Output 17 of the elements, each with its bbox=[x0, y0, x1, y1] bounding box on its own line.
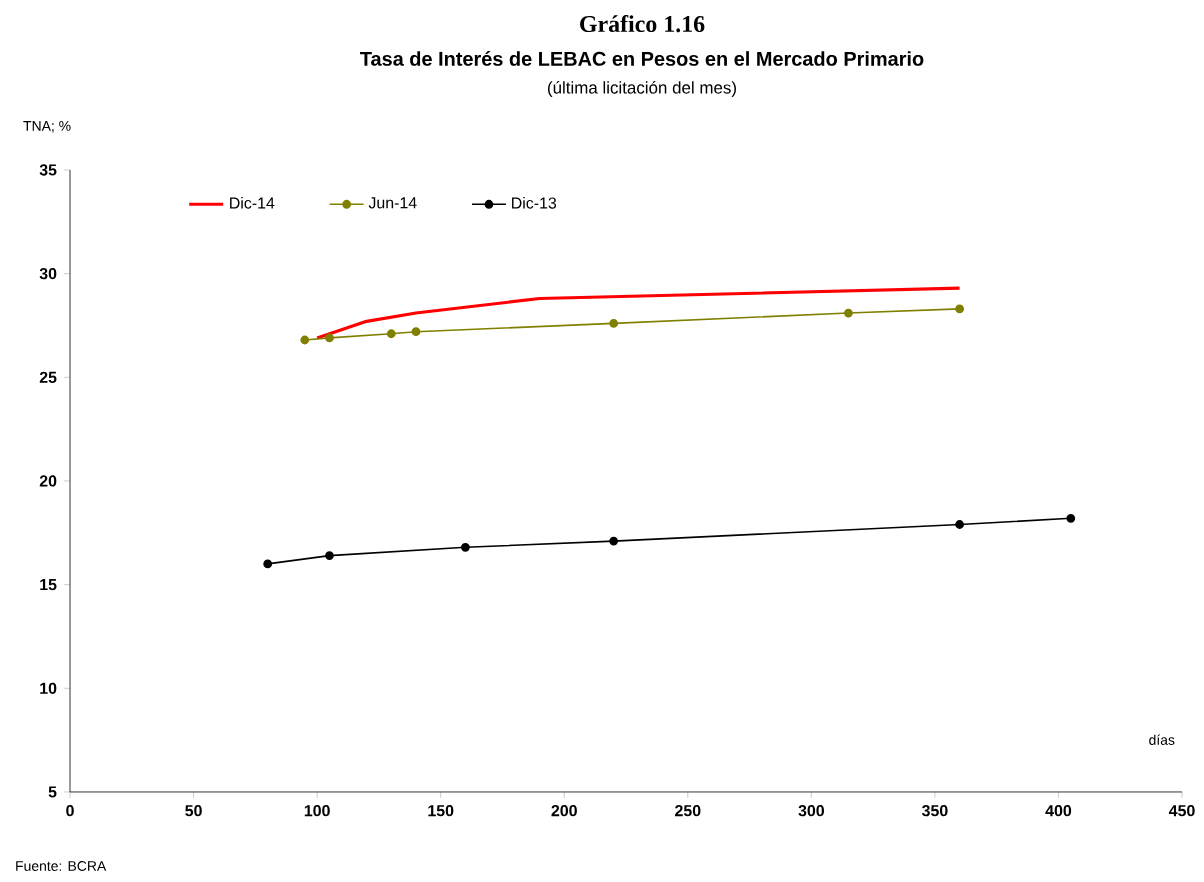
point bbox=[609, 319, 619, 328]
point bbox=[325, 551, 334, 561]
point bbox=[955, 520, 965, 529]
point bbox=[609, 536, 619, 546]
point bbox=[411, 327, 421, 337]
point bbox=[1066, 513, 1076, 523]
line-series bbox=[315, 286, 962, 340]
chart-title: Gráfico 1.16 bbox=[580, 15, 705, 33]
point bbox=[386, 329, 396, 339]
text: (última licitación del mes) bbox=[548, 81, 736, 97]
point bbox=[955, 304, 965, 314]
chart-subtitle: Tasa de Interés de LEBAC en Pesos en el Mercado Primario bbox=[360, 51, 924, 66]
point bbox=[300, 335, 310, 345]
point bbox=[263, 559, 273, 569]
point bbox=[325, 333, 334, 343]
point bbox=[460, 542, 470, 552]
point bbox=[844, 308, 853, 318]
